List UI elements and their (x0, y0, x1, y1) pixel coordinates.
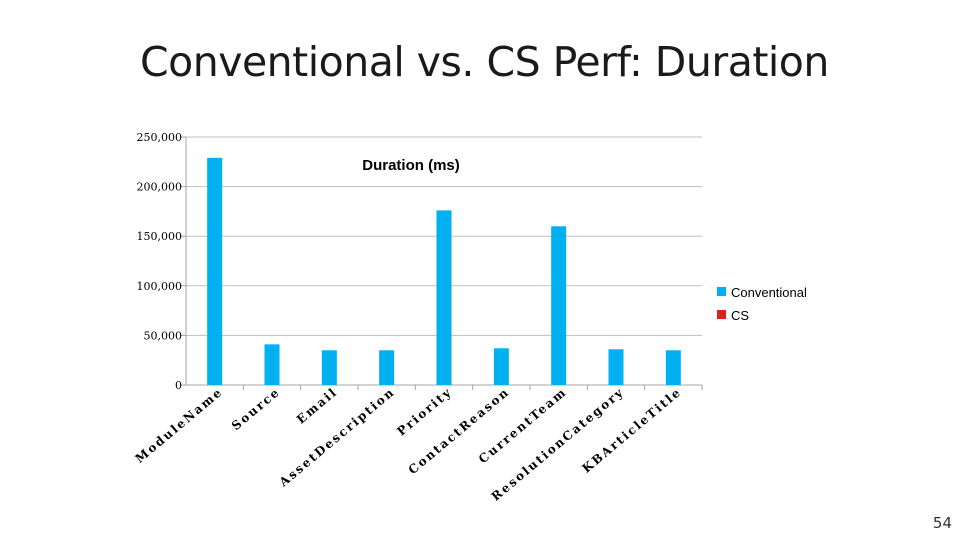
bar-conventional (493, 348, 509, 385)
chart-title: Duration (ms) (362, 157, 460, 174)
bar-conventional (436, 210, 452, 385)
y-tick-label: 200,000 (137, 181, 183, 194)
bar-conventional (551, 226, 567, 385)
slide-title: Conventional vs. CS Perf: Duration (140, 38, 829, 86)
bar-conventional (608, 349, 624, 385)
page-number: 54 (932, 514, 952, 532)
legend-label: CS (731, 308, 749, 323)
legend-swatch (717, 310, 726, 319)
bar-conventional (264, 344, 280, 385)
y-tick-label: 0 (175, 379, 182, 392)
y-tick-label: 150,000 (137, 230, 183, 243)
y-axis-tick-labels: 0 50,000 100,000 150,000 200,000 250,000 (137, 131, 183, 392)
x-tick-label: AssetDescription (276, 385, 398, 490)
x-tick-label: Priority (394, 385, 455, 439)
legend-swatch (717, 287, 726, 296)
y-tick-label: 50,000 (144, 329, 183, 342)
x-tick-label: Source (229, 385, 283, 433)
x-tick-label: Email (294, 385, 340, 427)
legend-label: Conventional (731, 285, 807, 300)
y-tick-label: 100,000 (137, 280, 183, 293)
bar-conventional (379, 350, 395, 385)
y-tick-label: 250,000 (137, 131, 183, 144)
bar-conventional (665, 350, 681, 385)
bars (207, 157, 681, 385)
x-tick-label: ContactReason (406, 385, 513, 478)
x-axis-tick-labels: ModuleName Source EmailAssetDescriptionPri… (133, 385, 685, 504)
x-tick-label: KBArticleTitle (579, 385, 684, 476)
x-tick-label: ModuleName (133, 385, 226, 466)
bar-conventional (207, 157, 223, 385)
legend: Conventional CS (717, 285, 807, 323)
bar-conventional (321, 350, 337, 385)
